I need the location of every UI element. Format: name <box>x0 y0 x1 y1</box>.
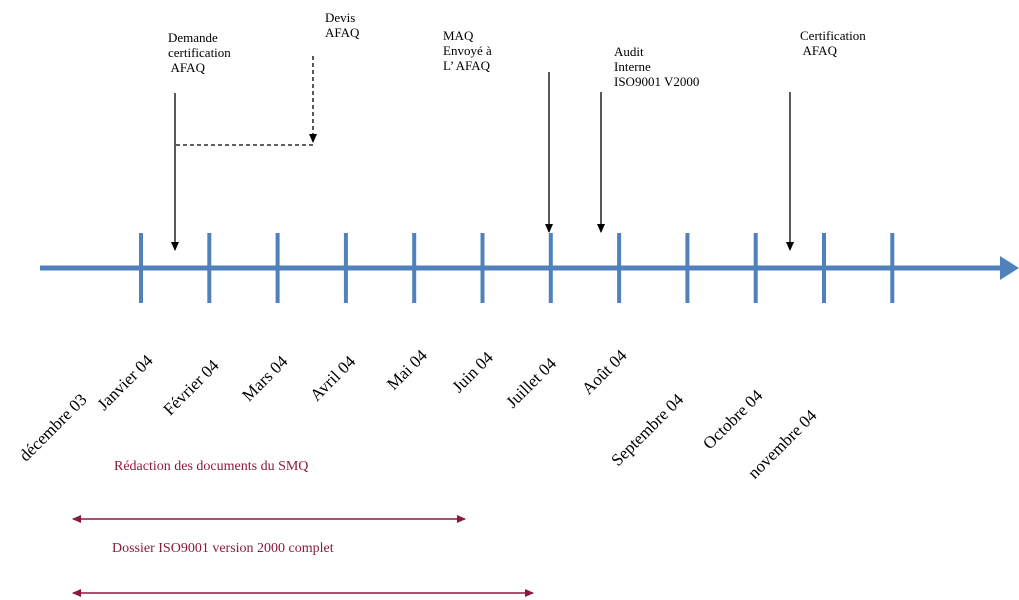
timeline-axis-arrowhead <box>1000 256 1019 280</box>
period-label-dossier: Dossier ISO9001 version 2000 complet <box>112 541 334 556</box>
event-label-line: AFAQ <box>168 60 205 75</box>
event-label-line: Interne <box>614 59 651 74</box>
event-label-audit: Audit Interne ISO9001 V2000 <box>614 44 699 89</box>
event-label-line: Certification <box>800 28 866 43</box>
event-label-devis: Devis AFAQ <box>325 10 359 40</box>
event-label-line: Audit <box>614 44 644 59</box>
period-label-redaction: Rédaction des documents du SMQ <box>114 459 309 474</box>
event-label-line: certification <box>168 45 231 60</box>
event-label-line: ISO9001 V2000 <box>614 74 700 89</box>
event-label-line: Demande <box>168 30 218 45</box>
event-label-line: MAQ <box>443 28 474 43</box>
event-label-line: Envoyé à <box>443 43 492 58</box>
event-label-line: Devis <box>325 10 356 25</box>
event-label-line: AFAQ <box>325 25 360 40</box>
event-label-certification: Certification AFAQ <box>800 28 866 58</box>
month-ticks <box>139 233 895 303</box>
event-label-line: L’ AFAQ <box>443 58 491 73</box>
event-label-line: AFAQ <box>800 43 837 58</box>
event-label-maq: MAQ Envoyé à L’ AFAQ <box>443 28 492 73</box>
event-label-demande: Demande certification AFAQ <box>168 30 231 75</box>
